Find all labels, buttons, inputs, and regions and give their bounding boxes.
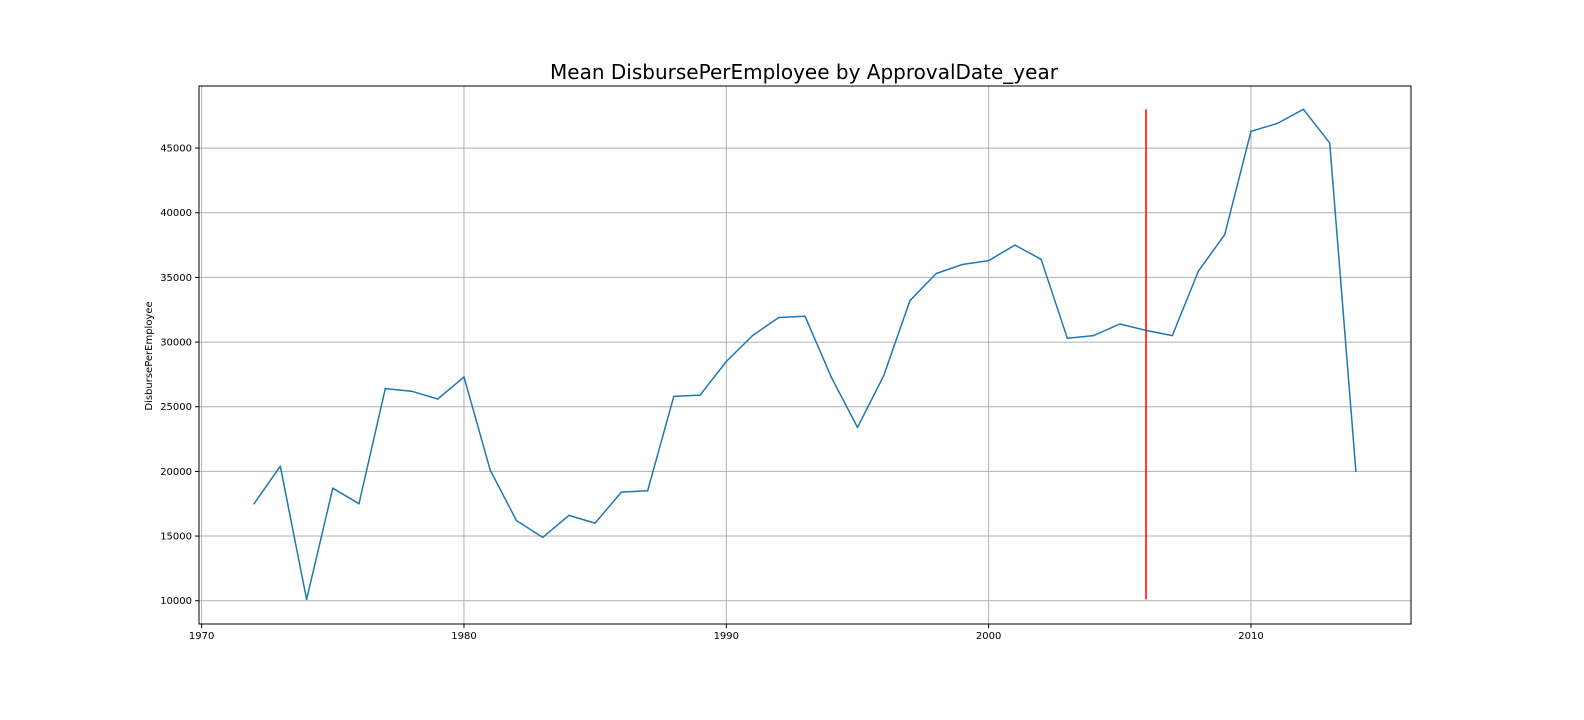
- data-point: [1066, 337, 1069, 340]
- chart-title: Mean DisbursePerEmployee by ApprovalDate…: [550, 60, 1059, 84]
- data-point: [541, 536, 544, 539]
- data-point: [410, 390, 413, 393]
- data-point: [935, 272, 937, 275]
- data-point: [778, 316, 780, 319]
- data-point: [1302, 108, 1305, 111]
- data-point: [253, 502, 255, 505]
- y-tick-label: 15000: [160, 532, 192, 543]
- data-point: [279, 465, 282, 468]
- axis-ticks: 1970 1980 1990 2000 2010 10000 15000 20000 25000…: [160, 144, 1264, 642]
- data-point: [961, 263, 964, 266]
- grid-lines: [199, 86, 1411, 624]
- data-point: [515, 519, 518, 522]
- data-point: [1276, 122, 1278, 125]
- x-tick-label: 1980: [451, 631, 476, 642]
- y-tick-label: 30000: [160, 338, 192, 349]
- data-point: [1092, 334, 1095, 337]
- y-tick-label: 20000: [160, 467, 192, 478]
- data-point: [436, 398, 439, 400]
- data-point: [384, 387, 387, 390]
- data-point: [1355, 470, 1357, 473]
- x-tick-label: 1970: [189, 631, 214, 642]
- data-point: [1223, 233, 1226, 236]
- y-tick-label: 35000: [160, 273, 192, 284]
- data-point: [463, 376, 465, 378]
- data-point: [620, 491, 623, 493]
- data-point: [1014, 244, 1016, 246]
- data-point: [1328, 142, 1331, 144]
- series-line: [253, 108, 1357, 601]
- data-point: [673, 395, 675, 398]
- data-point: [699, 394, 701, 396]
- x-tick-label: 2000: [976, 631, 1001, 642]
- data-point: [751, 334, 754, 337]
- data-point: [489, 469, 492, 471]
- data-point: [1250, 130, 1252, 133]
- data-point: [1171, 334, 1174, 337]
- series-layer: [253, 108, 1357, 601]
- x-tick-label: 2010: [1238, 631, 1263, 642]
- y-tick-label: 10000: [160, 596, 192, 607]
- data-point: [1119, 323, 1121, 325]
- data-point: [332, 487, 334, 490]
- data-point: [987, 259, 990, 262]
- data-point: [830, 376, 832, 378]
- data-point: [646, 490, 649, 492]
- y-tick-label: 45000: [160, 144, 192, 155]
- data-point: [358, 502, 360, 505]
- y-tick-label: 40000: [160, 208, 192, 219]
- data-point: [909, 299, 911, 302]
- data-point: [568, 514, 570, 517]
- y-tick-label: 25000: [160, 402, 192, 413]
- y-axis-title: DisbursePerEmployee: [144, 301, 155, 410]
- data-point: [725, 360, 728, 363]
- data-point: [305, 598, 308, 601]
- data-point: [1197, 270, 1200, 272]
- data-point: [804, 315, 806, 318]
- data-point: [1040, 258, 1042, 261]
- data-point: [882, 374, 885, 377]
- data-point: [856, 426, 859, 429]
- x-tick-label: 1990: [714, 631, 739, 642]
- data-point: [594, 522, 596, 524]
- plot-frame: [198, 85, 1412, 625]
